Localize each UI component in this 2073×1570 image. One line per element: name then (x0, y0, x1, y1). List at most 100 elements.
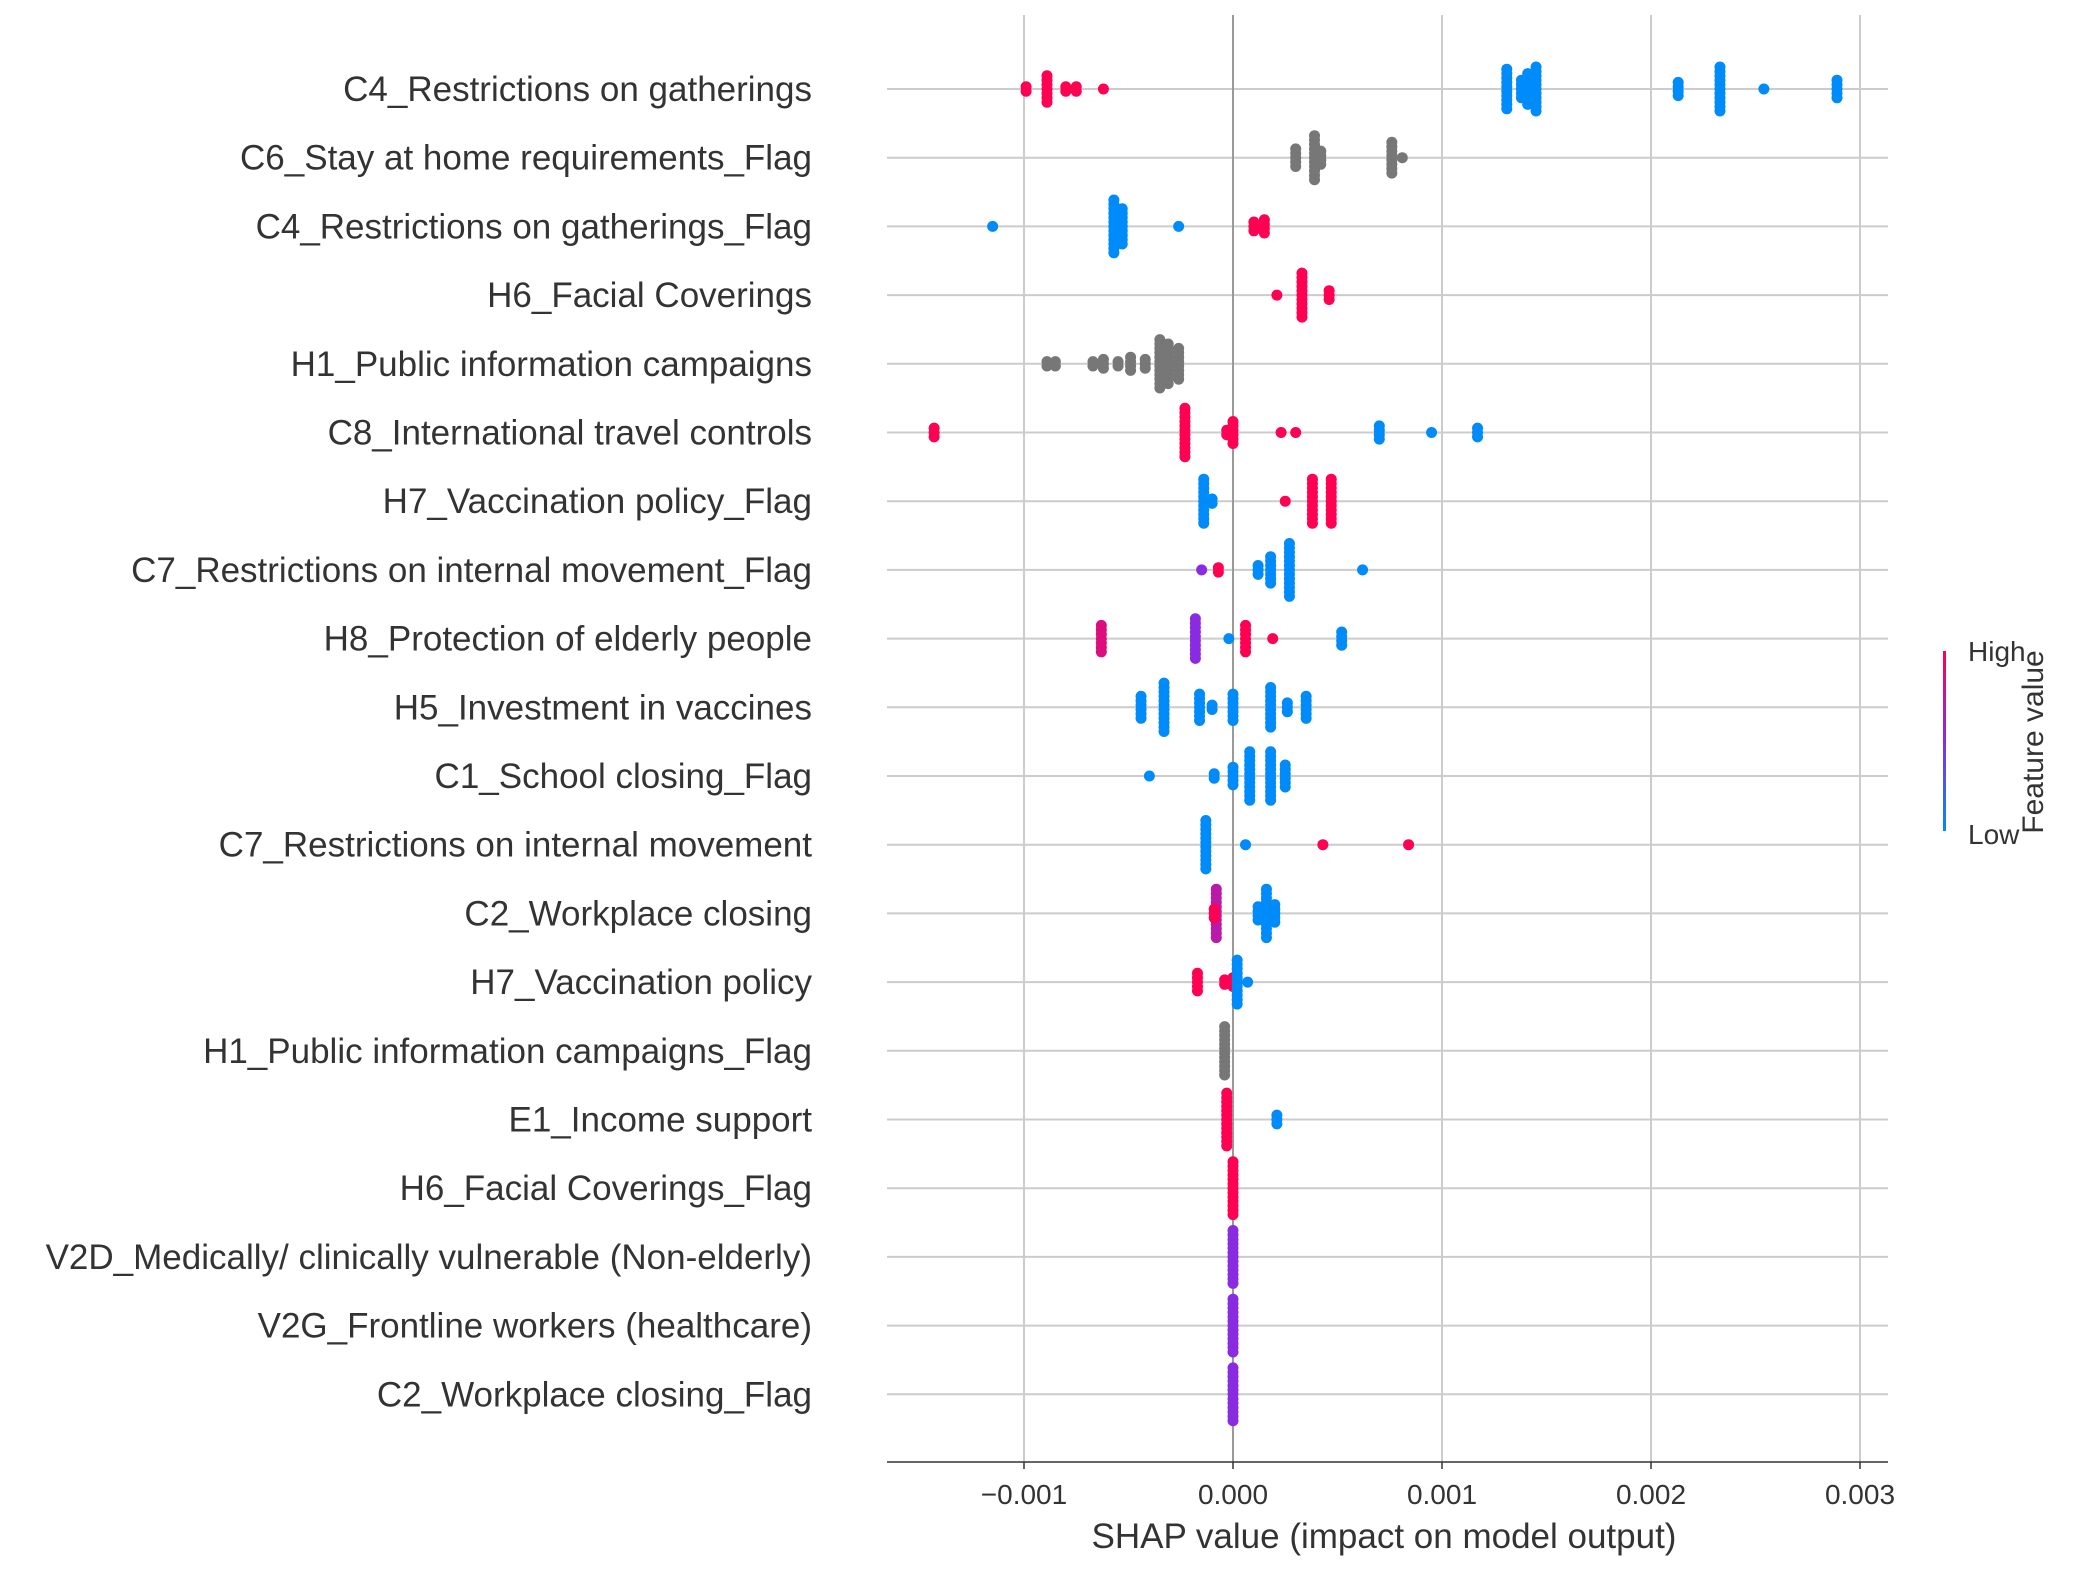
x-axis-ticks: −0.001 0.000 0.001 0.002 0.003 (981, 1462, 1895, 1510)
feature-label: H6_Facial Coverings_Flag (400, 1169, 812, 1208)
shap-point (1223, 633, 1235, 645)
feature-label: H7_Vaccination policy (470, 963, 812, 1002)
shap-point (1317, 839, 1329, 851)
shap-point (1227, 1209, 1239, 1221)
shap-point (1210, 932, 1222, 944)
shap-point (1139, 362, 1151, 374)
shap-point (1020, 85, 1032, 97)
shap-point (1275, 427, 1287, 438)
shap-point (1265, 794, 1277, 806)
shap-point (1049, 360, 1061, 372)
shap-point (1097, 83, 1109, 95)
shap-point (1112, 360, 1124, 372)
shap-point (1242, 976, 1254, 988)
shap-point (1135, 712, 1147, 724)
shap-point (1306, 517, 1318, 529)
x-tick-label: −0.001 (981, 1479, 1067, 1510)
shap-point (1158, 726, 1170, 737)
shap-point (1108, 247, 1120, 259)
shap-point (1227, 779, 1239, 791)
shap-point (987, 220, 999, 232)
feature-label: V2D_Medically/ clinically vulnerable (No… (46, 1238, 812, 1277)
feature-label: E1_Income support (508, 1101, 812, 1140)
shap-point (1196, 564, 1208, 576)
colorbar: High Low Feature value (1943, 636, 2050, 850)
shap-point (1194, 715, 1206, 726)
shap-point (1208, 912, 1220, 924)
feature-label: C2_Workplace closing_Flag (377, 1375, 812, 1414)
shap-point (1472, 431, 1484, 443)
feature-label: H1_Public information campaigns_Flag (203, 1032, 812, 1071)
shap-point (1403, 839, 1415, 851)
feature-label: C7_Restrictions on internal movement_Fla… (131, 551, 812, 590)
shap-point (1219, 1069, 1231, 1081)
shap-point (1198, 517, 1210, 529)
shap-point (1271, 289, 1283, 301)
shap-point (1265, 721, 1277, 733)
feature-label: H8_Protection of elderly people (324, 620, 812, 659)
shap-point (1173, 373, 1185, 385)
shap-point (1252, 568, 1264, 580)
shap-point (1290, 427, 1302, 438)
shap-point (1522, 98, 1534, 110)
feature-label: H5_Investment in vaccines (394, 688, 812, 727)
shap-point (1095, 646, 1107, 658)
shap-point (1283, 590, 1295, 602)
shap-point (1240, 646, 1252, 658)
shap-point (1267, 633, 1279, 645)
shap-point (1162, 378, 1174, 390)
x-tick-label: 0.001 (1407, 1479, 1477, 1510)
shap-point (1231, 998, 1243, 1010)
feature-label: H1_Public information campaigns (291, 345, 812, 384)
shap-point (1296, 311, 1308, 323)
feature-label: C4_Restrictions on gatherings_Flag (256, 207, 812, 246)
data-points (928, 61, 1843, 1427)
shap-point (1240, 839, 1252, 851)
shap-point (1154, 382, 1166, 394)
shap-point (1252, 914, 1264, 926)
x-tick-label: 0.002 (1616, 1479, 1686, 1510)
shap-point (1269, 916, 1281, 928)
shap-point (1831, 92, 1843, 104)
feature-label: C7_Restrictions on internal movement (219, 826, 813, 865)
shap-point (1714, 105, 1726, 117)
shap-point (1070, 85, 1082, 97)
shap-point (1206, 704, 1218, 715)
shap-point (1290, 161, 1302, 172)
feature-label: C2_Workplace closing (464, 894, 812, 933)
shap-point (1227, 438, 1239, 449)
colorbar-low-label: Low (1968, 819, 2020, 850)
shap-point (1758, 83, 1770, 95)
feature-lines (887, 88, 1888, 1396)
shap-point (1200, 863, 1212, 875)
shap-point (1173, 220, 1185, 232)
shap-point (1300, 712, 1312, 724)
feature-labels: C4_Restrictions on gatherings C6_Stay at … (46, 70, 813, 1414)
shap-point (1309, 174, 1321, 186)
x-axis-title: SHAP value (impact on model output) (1092, 1517, 1677, 1556)
shap-point (1097, 362, 1109, 374)
shap-point (1212, 566, 1224, 578)
shap-point (1227, 1346, 1239, 1358)
shap-point (1279, 495, 1291, 507)
x-tick-label: 0.003 (1825, 1479, 1895, 1510)
shap-point (1672, 90, 1684, 102)
grid (1023, 15, 1861, 1462)
shap-point (1260, 932, 1272, 944)
shap-point (1227, 715, 1239, 726)
colorbar-gradient (1943, 651, 1946, 831)
feature-label: V2G_Frontline workers (healthcare) (258, 1307, 812, 1346)
shap-point (1373, 433, 1385, 445)
shap-point (1208, 772, 1220, 784)
shap-point (1060, 85, 1072, 97)
shap-point (1501, 103, 1513, 115)
shap-point (1265, 577, 1277, 589)
shap-point (1426, 427, 1438, 438)
shap-point (1530, 105, 1542, 117)
shap-point (1396, 152, 1408, 164)
shap-point (1244, 794, 1256, 806)
shap-point (1315, 158, 1327, 170)
shap-point (1227, 1277, 1239, 1289)
feature-label: H6_Facial Coverings (487, 276, 812, 315)
shap-point (1271, 1118, 1283, 1130)
